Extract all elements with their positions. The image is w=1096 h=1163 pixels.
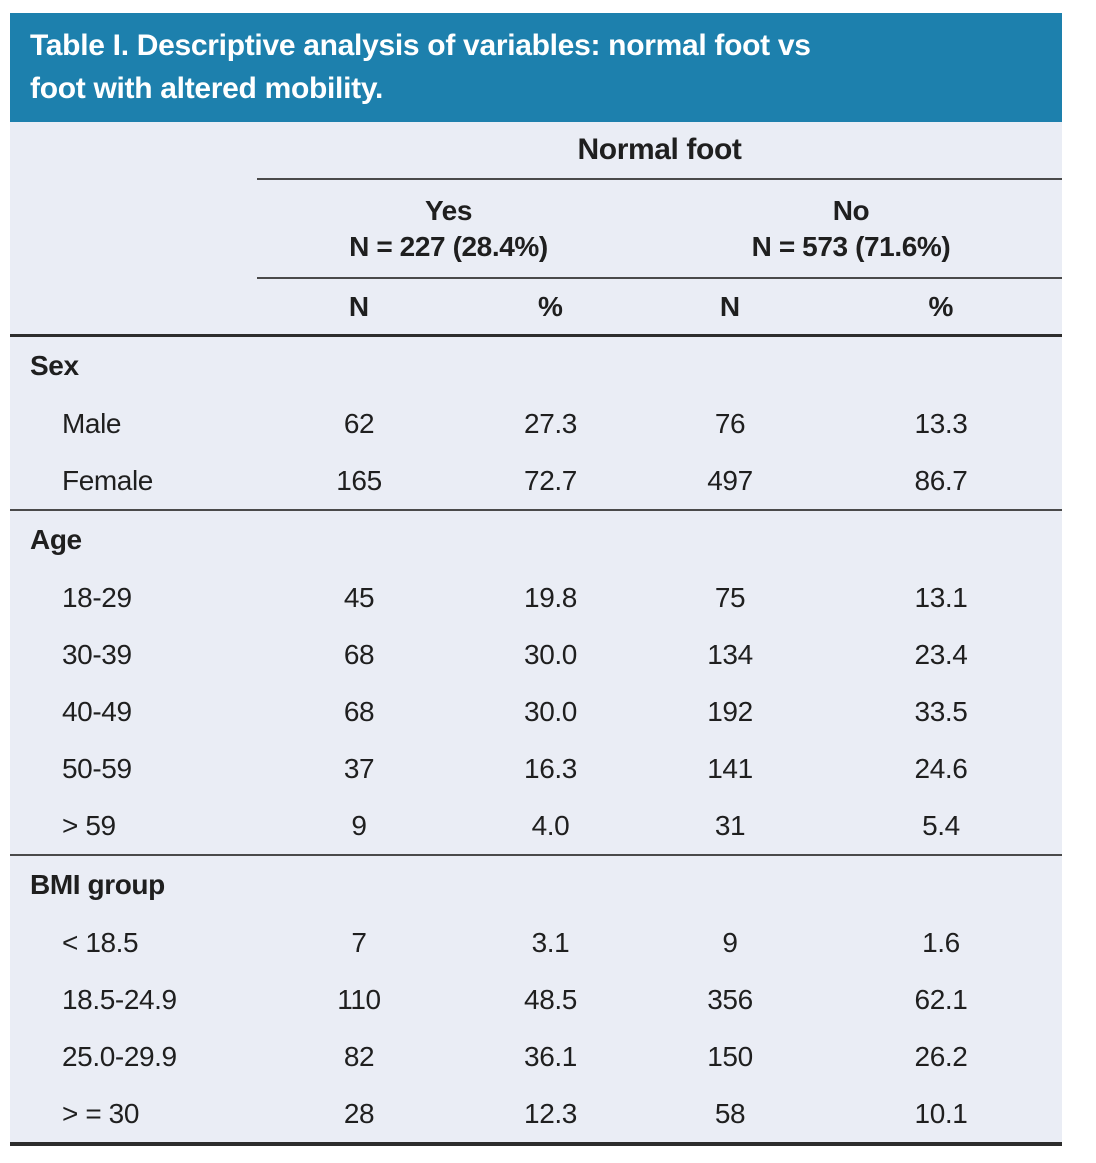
rule-under-group-header bbox=[257, 178, 1062, 180]
cell-value: 36.1 bbox=[524, 1040, 577, 1072]
cell-value: 62 bbox=[343, 407, 375, 439]
cell-value: 82 bbox=[343, 1040, 375, 1072]
subgroup-yes-count: N = 227 (28.4%) bbox=[349, 230, 548, 262]
cell-value: 356 bbox=[707, 983, 753, 1015]
row-label: Female bbox=[62, 464, 153, 496]
cell-value: 4.0 bbox=[531, 809, 570, 841]
group-header: Normal foot bbox=[577, 133, 742, 166]
cell-value: 24.6 bbox=[914, 752, 968, 784]
table-row-bmi-30-plus: > = 30 28 12.3 58 10.1 bbox=[10, 1085, 1062, 1142]
cell-value: 76 bbox=[714, 407, 746, 439]
rule-above-sex-section bbox=[10, 334, 1062, 337]
cell-value: 16.3 bbox=[524, 752, 577, 784]
rule-table-bottom bbox=[10, 1142, 1062, 1146]
row-label: 50-59 bbox=[62, 752, 132, 784]
cell-value: 13.1 bbox=[914, 581, 968, 613]
cell-value: 134 bbox=[707, 638, 753, 670]
subgroup-yes-label: Yes bbox=[424, 194, 473, 226]
table-row-bmi-25-0-29-9: 25.0-29.9 82 36.1 150 26.2 bbox=[10, 1028, 1062, 1085]
cell-value: 497 bbox=[707, 464, 753, 496]
cell-value: 13.3 bbox=[914, 407, 968, 439]
row-label: 18.5-24.9 bbox=[62, 983, 177, 1015]
row-label: < 18.5 bbox=[62, 926, 139, 958]
cell-value: 5.4 bbox=[922, 809, 960, 841]
row-label: 18-29 bbox=[62, 581, 132, 613]
rule-under-subgroups bbox=[257, 277, 1062, 279]
cell-value: 10.1 bbox=[914, 1097, 968, 1129]
section-name: BMI group bbox=[30, 869, 165, 900]
row-label: Male bbox=[62, 407, 122, 439]
row-label: > 59 bbox=[62, 809, 116, 841]
cell-value: 62.1 bbox=[914, 983, 968, 1015]
row-label: > = 30 bbox=[62, 1097, 140, 1129]
column-header-pct-no: % bbox=[928, 290, 954, 322]
table-row-bmi-under-18-5: < 18.5 7 3.1 9 1.6 bbox=[10, 914, 1062, 971]
cell-value: 45 bbox=[343, 581, 375, 613]
column-header-pct-yes: % bbox=[538, 290, 563, 322]
table: Normal foot Yes N = 227 (28.4%) No N = 5… bbox=[10, 122, 1062, 1146]
subgroup-no-count: N = 573 (71.6%) bbox=[751, 230, 951, 262]
table-row-age-30-39: 30-39 68 30.0 134 23.4 bbox=[10, 626, 1062, 683]
column-header-n-no: N bbox=[719, 290, 741, 322]
cell-value: 9 bbox=[722, 926, 738, 958]
row-label: 40-49 bbox=[62, 695, 132, 727]
cell-value: 1.6 bbox=[922, 926, 960, 958]
cell-value: 7 bbox=[351, 926, 367, 958]
cell-value: 30.0 bbox=[524, 638, 577, 670]
cell-value: 9 bbox=[351, 809, 367, 841]
cell-value: 23.4 bbox=[914, 638, 968, 670]
rule-above-age-section bbox=[10, 509, 1062, 511]
column-header-row: N % N % bbox=[10, 279, 1062, 334]
cell-value: 75 bbox=[714, 581, 746, 613]
row-label: 30-39 bbox=[62, 638, 132, 670]
section-header-sex: Sex bbox=[10, 337, 1062, 395]
group-header-row: Normal foot bbox=[10, 122, 1062, 178]
cell-value: 31 bbox=[714, 809, 746, 841]
cell-value: 72.7 bbox=[524, 464, 577, 496]
rule-above-bmi-section bbox=[10, 854, 1062, 856]
section-header-age: Age bbox=[10, 511, 1062, 569]
subgroup-no-label: No bbox=[832, 194, 870, 226]
table-row-bmi-18-5-24-9: 18.5-24.9 110 48.5 356 62.1 bbox=[10, 971, 1062, 1028]
cell-value: 48.5 bbox=[524, 983, 577, 1015]
cell-value: 33.5 bbox=[914, 695, 968, 727]
cell-value: 86.7 bbox=[914, 464, 968, 496]
title-banner: Table I. Descriptive analysis of variabl… bbox=[10, 13, 1062, 122]
cell-value: 192 bbox=[707, 695, 753, 727]
table-row-age-40-49: 40-49 68 30.0 192 33.5 bbox=[10, 683, 1062, 740]
section-name: Sex bbox=[30, 350, 79, 381]
cell-value: 28 bbox=[343, 1097, 375, 1129]
table-row-female: Female 165 72.7 497 86.7 bbox=[10, 452, 1062, 509]
cell-value: 58 bbox=[714, 1097, 746, 1129]
column-header-n-yes: N bbox=[348, 290, 370, 322]
cell-value: 12.3 bbox=[524, 1097, 577, 1129]
table-row-age-50-59: 50-59 37 16.3 141 24.6 bbox=[10, 740, 1062, 797]
cell-value: 27.3 bbox=[524, 407, 577, 439]
cell-value: 26.2 bbox=[914, 1040, 968, 1072]
cell-value: 141 bbox=[707, 752, 753, 784]
cell-value: 68 bbox=[343, 638, 375, 670]
table-title-line2: foot with altered mobility. bbox=[30, 72, 384, 105]
cell-value: 165 bbox=[336, 464, 382, 496]
table-row-age-over-59: > 59 9 4.0 31 5.4 bbox=[10, 797, 1062, 854]
subgroup-header-yes: Yes N = 227 (28.4%) bbox=[257, 193, 640, 265]
section-name: Age bbox=[30, 524, 82, 555]
subgroup-header-no: No N = 573 (71.6%) bbox=[640, 193, 1062, 265]
cell-value: 110 bbox=[337, 983, 381, 1015]
table-title-line1: Table I. Descriptive analysis of variabl… bbox=[30, 29, 811, 62]
cell-value: 3.1 bbox=[531, 926, 570, 958]
cell-value: 150 bbox=[707, 1040, 753, 1072]
table-row-age-18-29: 18-29 45 19.8 75 13.1 bbox=[10, 569, 1062, 626]
table-row-male: Male 62 27.3 76 13.3 bbox=[10, 395, 1062, 452]
cell-value: 68 bbox=[343, 695, 375, 727]
row-label: 25.0-29.9 bbox=[62, 1040, 177, 1072]
cell-value: 30.0 bbox=[524, 695, 577, 727]
subgroup-header-row: Yes N = 227 (28.4%) No N = 573 (71.6%) bbox=[10, 180, 1062, 277]
cell-value: 37 bbox=[343, 752, 375, 784]
cell-value: 19.8 bbox=[524, 581, 577, 613]
section-header-bmi: BMI group bbox=[10, 856, 1062, 914]
